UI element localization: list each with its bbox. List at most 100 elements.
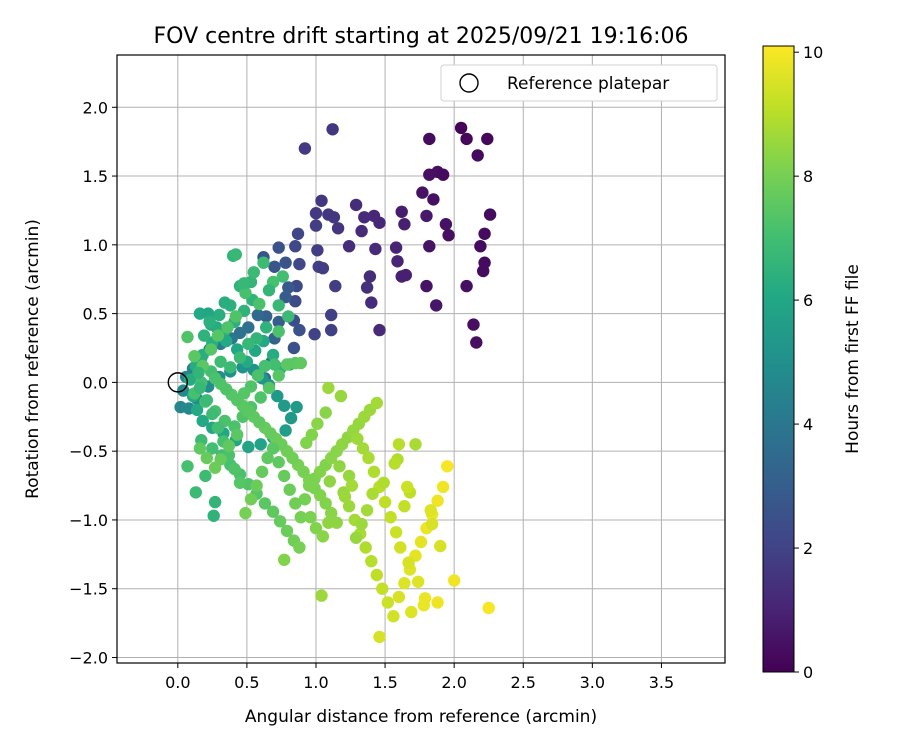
data-point [247, 266, 260, 279]
data-point [293, 323, 306, 337]
data-point [483, 208, 497, 221]
data-point [239, 286, 252, 300]
data-point [373, 630, 386, 644]
data-point [258, 359, 272, 373]
data-point [272, 325, 285, 338]
data-point [290, 400, 303, 414]
data-point [258, 497, 272, 510]
y-axis-label: Rotation from reference (arcmin) [23, 219, 43, 499]
y-tick-label: 1.0 [83, 236, 108, 255]
data-point [389, 241, 403, 254]
data-point [190, 403, 204, 417]
data-point [431, 494, 444, 507]
data-point [196, 414, 209, 428]
data-point [388, 457, 401, 470]
data-point [304, 511, 317, 524]
grid-lines [117, 55, 725, 663]
data-point [229, 310, 242, 323]
data-point [298, 493, 312, 506]
data-point [282, 310, 295, 323]
data-point [392, 438, 406, 451]
legend-entry-label: Reference platepar [507, 74, 669, 94]
data-point [471, 149, 484, 162]
data-point [282, 281, 295, 294]
data-point [291, 227, 305, 240]
data-point [213, 308, 226, 322]
data-point [207, 509, 220, 522]
y-tick-label: −1.5 [69, 580, 108, 599]
data-point [316, 262, 330, 275]
data-point [349, 198, 363, 212]
data-point [262, 284, 276, 297]
data-point [345, 479, 359, 492]
data-point [436, 480, 450, 494]
data-point [334, 389, 348, 403]
data-point [224, 361, 237, 374]
data-point [370, 568, 383, 582]
data-point [373, 323, 386, 337]
data-point [365, 555, 378, 568]
data-point [300, 436, 313, 450]
data-point [289, 497, 302, 510]
data-point [278, 469, 291, 483]
data-point [326, 123, 339, 136]
colorbar-ticks: 0 2 4 6 8 10 [794, 43, 823, 682]
data-point [233, 351, 247, 364]
data-point [199, 469, 212, 483]
data-point [206, 442, 219, 455]
legend-reference-icon [459, 73, 479, 93]
data-point [239, 506, 252, 520]
data-point [362, 451, 375, 465]
data-point [251, 308, 265, 322]
y-tick-label: −0.5 [69, 442, 108, 461]
data-point [427, 193, 440, 206]
data-point [387, 610, 400, 623]
data-point [342, 500, 356, 513]
data-point [253, 297, 266, 311]
data-point [188, 350, 201, 363]
colorbar-label: Hours from first FF file [843, 264, 863, 454]
data-point [237, 277, 251, 290]
data-point [284, 411, 298, 425]
data-point [272, 456, 285, 469]
data-point [365, 296, 378, 309]
data-point [405, 605, 418, 619]
data-point [218, 296, 231, 309]
data-point [333, 460, 346, 473]
data-point [358, 211, 371, 224]
data-point [271, 389, 284, 403]
data-point [376, 582, 389, 595]
y-tick-label: 0.5 [83, 305, 108, 324]
data-point [377, 476, 390, 489]
data-point [193, 381, 207, 395]
data-point [309, 522, 323, 535]
data-point [355, 517, 368, 531]
data-point [424, 504, 437, 517]
data-point [229, 248, 242, 261]
data-point [381, 596, 394, 609]
y-axis-ticks: −2.0 −1.5 −1.0 −0.5 0.0 0.5 1.0 1.5 2.0 [69, 98, 117, 667]
data-point [214, 355, 227, 368]
data-point [395, 205, 408, 218]
data-point [327, 211, 341, 224]
data-point [197, 329, 211, 342]
data-point [242, 337, 255, 351]
legend-box [440, 64, 718, 102]
data-points [174, 121, 497, 644]
data-point [279, 424, 292, 437]
data-point [289, 295, 302, 308]
data-point [325, 308, 338, 322]
data-point [208, 372, 222, 385]
data-point [260, 321, 273, 334]
data-point [402, 556, 415, 569]
colorbar: 0 2 4 6 8 10 Hours from first FF file [762, 43, 863, 682]
data-point [474, 240, 487, 253]
data-point [309, 219, 323, 232]
data-point [189, 486, 202, 499]
data-point [268, 260, 281, 273]
data-point [370, 396, 383, 410]
data-point [329, 279, 342, 293]
colorbar-tick-label: 2 [803, 539, 813, 558]
data-point [391, 255, 404, 268]
